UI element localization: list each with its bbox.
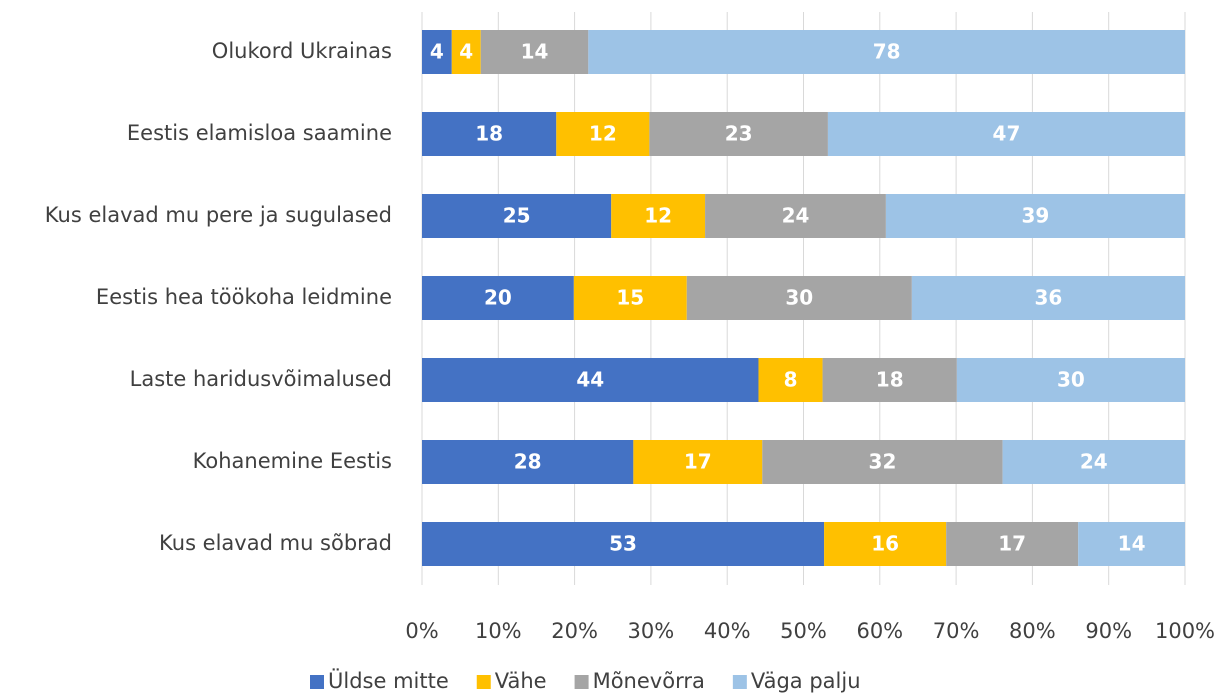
bar-segment [422,112,557,156]
x-tick-label: 30% [628,619,675,643]
data-label: 17 [684,450,712,474]
data-label: 28 [514,450,542,474]
bar-segment [422,276,574,320]
x-tick-label: 70% [933,619,980,643]
data-label: 32 [869,450,897,474]
data-label: 39 [1022,204,1050,228]
data-label: 15 [616,286,644,310]
data-label: 8 [784,368,798,392]
x-tick-label: 100% [1155,619,1215,643]
data-label: 12 [644,204,672,228]
bar-segment [824,522,947,566]
legend-swatch [476,675,491,689]
bar-segment [649,112,828,156]
bar-segment [422,440,634,484]
bar-segment [911,276,1185,320]
legend-label: Mõnevõrra [593,669,705,693]
bar-segment [480,30,589,74]
data-label: 14 [521,40,549,64]
legend-label: Üldse mitte [328,668,449,693]
data-label: 25 [503,204,531,228]
data-label: 20 [484,286,512,310]
data-label: 17 [998,532,1026,556]
x-tick-label: 0% [405,619,438,643]
x-tick-label: 40% [704,619,751,643]
bar-segment [633,440,763,484]
x-tick-label: 80% [1009,619,1056,643]
y-tick-label: Kus elavad mu pere ja sugulased [45,203,392,227]
y-tick-label: Kus elavad mu sõbrad [159,531,392,555]
data-label: 44 [576,368,604,392]
bar-segment [451,30,481,74]
data-label: 18 [475,122,503,146]
bar-segment [422,30,452,74]
bar-segment [422,358,759,402]
data-label: 78 [873,40,901,64]
data-label: 4 [430,40,444,64]
bar-segment [556,112,650,156]
x-tick-label: 60% [856,619,903,643]
data-label: 24 [782,204,810,228]
data-label: 4 [459,40,473,64]
data-label: 30 [785,286,813,310]
bar-segment [827,112,1185,156]
data-label: 30 [1057,368,1085,392]
x-tick-label: 90% [1085,619,1132,643]
bar-segment [705,194,886,238]
y-tick-label: Eestis hea töökoha leidmine [96,285,392,309]
y-tick-label: Eestis elamisloa saamine [127,121,392,145]
legend-label: Väga palju [751,669,861,693]
data-label: 14 [1118,532,1146,556]
bar-segment [686,276,912,320]
bar-segment [758,358,823,402]
bar-segment [1002,440,1185,484]
x-tick-label: 20% [551,619,598,643]
data-label: 53 [609,532,637,556]
bar-segment [822,358,957,402]
y-tick-label: Laste haridusvõimalused [130,367,392,391]
data-label: 12 [589,122,617,146]
bar-segment [885,194,1185,238]
bar-segment [762,440,1003,484]
y-tick-label: Olukord Ukrainas [212,39,392,63]
data-label: 24 [1080,450,1108,474]
y-tick-label: Kohanemine Eestis [193,449,392,473]
data-label: 36 [1035,286,1063,310]
data-label: 16 [871,532,899,556]
bar-segment [611,194,706,238]
legend-swatch [310,675,324,689]
legend-swatch [574,675,589,689]
bar-segment [956,358,1185,402]
x-tick-label: 50% [780,619,827,643]
bar-segment [1078,522,1185,566]
bar-segment [946,522,1079,566]
legend-label: Vähe [495,669,547,693]
data-label: 23 [725,122,753,146]
bar-segment [573,276,687,320]
bar-segment [422,522,825,566]
data-label: 18 [876,368,904,392]
bar-segment [422,194,612,238]
data-label: 47 [993,122,1021,146]
x-tick-label: 10% [475,619,522,643]
legend-swatch [732,675,747,689]
bar-segment [588,30,1185,74]
